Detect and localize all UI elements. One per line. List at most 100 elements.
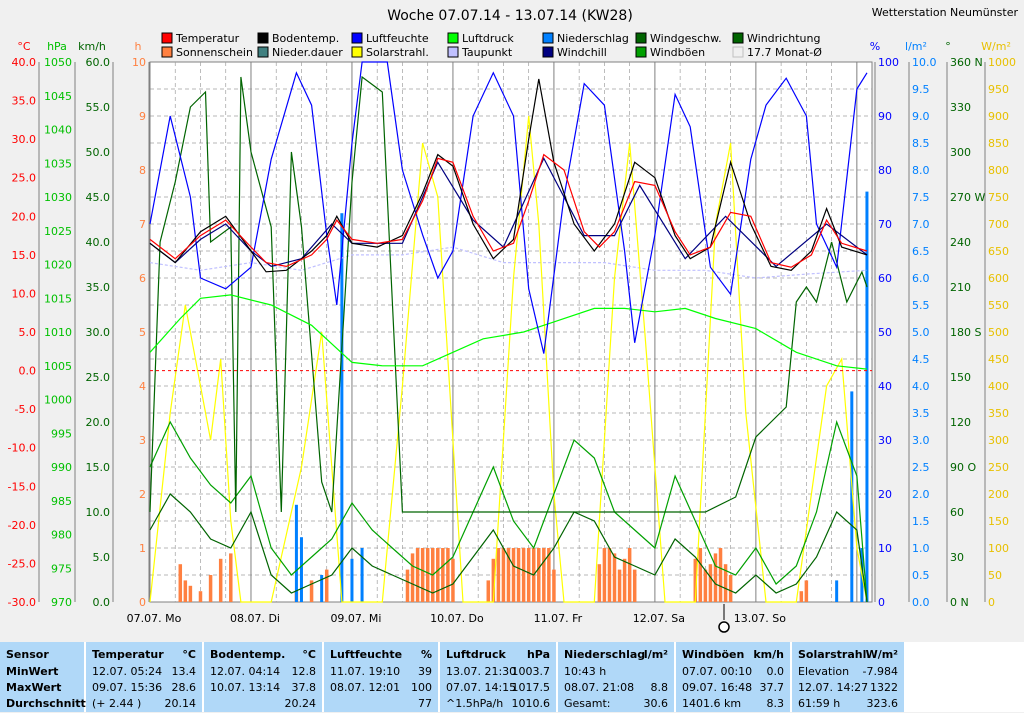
legend-label: Windchill — [557, 46, 607, 59]
line-layer — [149, 61, 868, 603]
sunshine-bar — [708, 564, 713, 602]
tick-label-dir: 270 W — [950, 191, 985, 204]
stats-cell-label: 61:59 h — [798, 697, 841, 710]
tick-label-h: 1 — [139, 542, 146, 555]
tick-label-hpa: 970 — [51, 596, 72, 609]
stats-header: Niederschlag l/m² — [564, 648, 668, 661]
stats-cell-value: 100 — [411, 681, 432, 694]
weather-chart: 40.035.030.025.020.015.010.05.00.0-5.0-1… — [7, 6, 1019, 633]
legend-swatch — [635, 46, 647, 58]
rain-bar — [850, 391, 854, 602]
stats-column: Solarstrahl. W/m² Elevation -7.984 12.07. 14… — [792, 642, 906, 712]
stats-cell-value: 1003.7 — [511, 665, 551, 678]
rain-bar — [299, 537, 303, 602]
sunshine-bar — [198, 591, 203, 602]
tick-label-dir: 30 — [950, 551, 964, 564]
tick-label-rain: 7.0 — [912, 218, 930, 231]
tick-label-solar: 500 — [988, 326, 1009, 339]
sunshine-bar — [627, 548, 632, 602]
day-label: 11.07. Fr — [534, 612, 583, 625]
legend-label: Windgeschw. — [650, 32, 722, 45]
tick-label-kmh: 60.0 — [86, 56, 111, 69]
day-label: 09.07. Mi — [330, 612, 381, 625]
stats-cell-label: MaxWert — [6, 681, 62, 694]
stats-column: Luftfeuchte% 11.07. 19:10 39 08.07. 12:01 10… — [324, 642, 440, 712]
sunshine-bar — [799, 591, 804, 602]
stats-header: Solarstrahl. W/m² — [798, 648, 898, 661]
stats-row: 61:59 h 323.6 — [798, 697, 898, 713]
tick-label-kmh: 55.0 — [86, 101, 111, 114]
tick-label-dir: 180 S — [950, 326, 981, 339]
tick-label-h: 8 — [139, 164, 146, 177]
sunshine-bar — [607, 548, 612, 602]
tick-label-temp: 20.0 — [12, 210, 37, 223]
tick-label-solar: 100 — [988, 542, 1009, 555]
legend: Temperatur Bodentemp. Luftfeuchte Luftdruck… — [161, 32, 822, 59]
legend-label: Solarstrahl. — [366, 46, 429, 59]
scroll-marker-icon[interactable] — [718, 621, 730, 633]
sunshine-bar — [496, 548, 501, 602]
tick-label-kmh: 10.0 — [86, 506, 111, 519]
sunshine-bar — [324, 569, 329, 602]
stats-row: 12.07. 04:14 12.8 — [210, 665, 316, 681]
stats-cell-label: 08.07. 12:01 — [330, 681, 401, 694]
stats-row: 09.07. 16:48 37.7 — [682, 681, 784, 697]
bar-layer — [178, 191, 869, 602]
legend-label: Windrichtung — [747, 32, 820, 45]
tick-label-rain: 2.0 — [912, 488, 930, 501]
legend-label: 17.7 Monat-Ø — [747, 46, 822, 59]
tick-label-hpa: 1050 — [44, 56, 72, 69]
legend-label: Luftdruck — [462, 32, 514, 45]
day-label: 07.07. Mo — [127, 612, 182, 625]
tick-label-rain: 9.0 — [912, 110, 930, 123]
sunshine-bar — [537, 548, 541, 602]
stats-cell-value: 323.6 — [866, 697, 899, 710]
tick-label-h: 3 — [139, 434, 146, 447]
tick-label-rain: 1.0 — [912, 542, 930, 555]
tick-label-h: 0 — [139, 596, 146, 609]
axis-unit-right: W/m² — [981, 40, 1011, 53]
sunshine-bar — [491, 558, 496, 602]
stats-unit: hPa — [526, 648, 550, 661]
stats-cell-label: 07.07. 14:15 — [446, 681, 517, 694]
stats-column: Sensor MinWert MaxWert Durchschnitt — [0, 642, 86, 712]
series-line-windrichtung — [149, 75, 868, 513]
stats-cell-value: 8.3 — [766, 697, 785, 710]
tick-label-rain: 8.0 — [912, 164, 930, 177]
sunshine-bar — [526, 548, 531, 602]
stats-cell-label: 13.07. 21:30 — [446, 665, 517, 678]
tick-label-temp: -10.0 — [8, 442, 36, 455]
sunshine-bar — [229, 553, 233, 602]
legend-swatch — [732, 46, 744, 58]
legend-swatch — [257, 32, 269, 44]
right-axes: 100908070605040302010010.09.59.08.58.07.… — [870, 40, 1016, 609]
sunshine-bar — [309, 580, 314, 602]
tick-label-temp: 0.0 — [19, 365, 37, 378]
sunshine-bar — [501, 548, 506, 602]
sunshine-bar — [425, 548, 430, 602]
tick-label-pct: 80 — [878, 164, 892, 177]
tick-label-pct: 30 — [878, 434, 892, 447]
axis-unit-right: ° — [945, 40, 951, 53]
stats-unit: °C — [302, 648, 316, 661]
axis-unit-left: km/h — [78, 40, 106, 53]
tick-label-rain: 1.5 — [912, 515, 930, 528]
legend-swatch — [257, 46, 269, 58]
scroll-marker[interactable] — [718, 604, 730, 633]
stats-unit: % — [420, 648, 432, 661]
tick-label-hpa: 985 — [51, 495, 72, 508]
tick-label-dir: 150 — [950, 371, 971, 384]
tick-label-rain: 6.0 — [912, 272, 930, 285]
rain-bar — [360, 548, 364, 602]
tick-label-kmh: 15.0 — [86, 461, 111, 474]
left-axes: 40.035.030.025.020.015.010.05.00.0-5.0-1… — [8, 40, 150, 609]
stats-cell-label: 07.07. 00:10 — [682, 665, 753, 678]
legend-swatch — [542, 46, 554, 58]
tick-label-temp: -30.0 — [8, 596, 36, 609]
tick-label-solar: 450 — [988, 353, 1009, 366]
legend-swatch — [351, 32, 363, 44]
series-line-temperatur — [149, 153, 868, 268]
stats-cell-label: 09.07. 15:36 — [92, 681, 163, 694]
sunshine-bar — [188, 585, 193, 602]
stats-cell-label: Elevation — [798, 665, 850, 678]
